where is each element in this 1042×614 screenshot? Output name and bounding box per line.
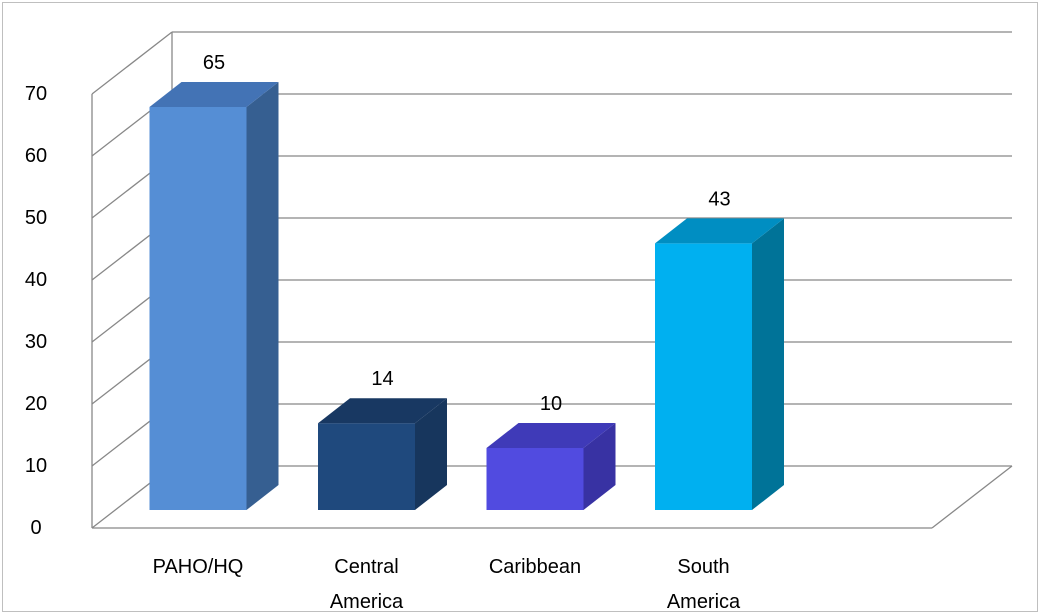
bar-top [486, 423, 616, 448]
bar [149, 82, 279, 510]
data-label: 14 [371, 368, 393, 390]
floor-right-edge [931, 465, 1013, 529]
bars [149, 82, 784, 510]
bar-top [655, 218, 784, 244]
bar-front [149, 107, 247, 510]
bar-front [655, 243, 752, 510]
bar-side [415, 398, 447, 510]
x-tick-label: Central America [330, 556, 404, 613]
bar-front [318, 423, 415, 510]
y-axis-tick-labels: 0 10 20 30 40 50 60 70 [25, 83, 47, 539]
y-tick-label: 60 [25, 145, 47, 167]
gridline-side [91, 31, 173, 95]
y-tick-label: 70 [25, 83, 47, 105]
y-tick-label: 30 [25, 331, 47, 353]
data-label: 65 [203, 52, 225, 74]
bar-top [318, 398, 447, 424]
y-tick-label: 0 [30, 517, 41, 539]
y-tick-label: 10 [25, 455, 47, 477]
x-tick-label: South America [667, 556, 741, 613]
category-labels: PAHO/HQ Central America Caribbean South Ameri… [153, 556, 741, 613]
data-labels: 65 14 10 43 [203, 52, 731, 415]
y-tick-label: 50 [25, 207, 47, 229]
y-tick-label: 40 [25, 269, 47, 291]
bar-side [752, 218, 784, 510]
bar [318, 398, 447, 510]
data-label: 43 [708, 188, 730, 210]
data-label: 10 [540, 393, 562, 415]
bar [655, 218, 784, 510]
bar-side [246, 82, 279, 510]
bar-side [583, 423, 616, 510]
bar-top [149, 82, 279, 107]
x-tick-label: Caribbean [489, 556, 581, 578]
chart-walls [91, 31, 1013, 529]
bar [486, 423, 616, 510]
y-tick-label: 20 [25, 393, 47, 415]
x-tick-label: PAHO/HQ [153, 556, 244, 578]
bar-front [486, 448, 584, 510]
